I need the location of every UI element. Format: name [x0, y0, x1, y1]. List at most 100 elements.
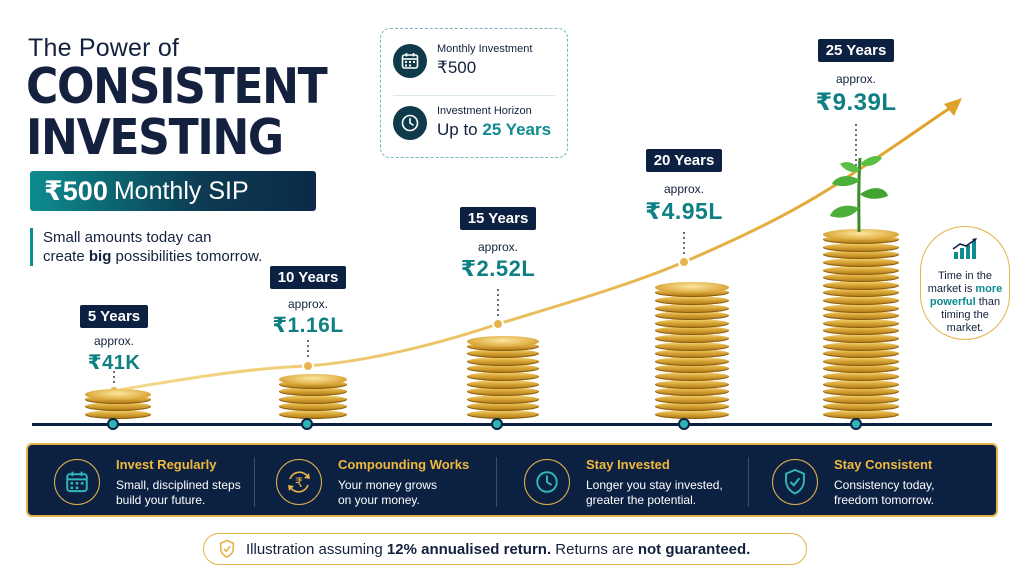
milestone-years: 10 Years [269, 266, 347, 289]
sip-amount: ₹500 [44, 175, 108, 206]
feature-compounding-works: ₹ Compounding Works Your money grows on y… [276, 445, 469, 519]
coin-top [655, 282, 729, 294]
coin [655, 394, 729, 404]
milestone-10-years: 10 Years approx. ₹1.16L [253, 266, 363, 338]
coin [655, 371, 729, 381]
coin [823, 250, 899, 260]
growth-chart-icon [952, 238, 977, 259]
coin [655, 295, 729, 305]
milestone-approx: approx. [663, 182, 705, 196]
coin [823, 265, 899, 275]
coin [279, 394, 347, 404]
coin [823, 341, 899, 351]
feature-divider [254, 457, 255, 507]
feature-description: Longer you stay invested, greater the pot… [586, 477, 723, 507]
coin-stack [467, 332, 539, 420]
coin [655, 409, 729, 419]
plant-sprout-icon [830, 156, 888, 232]
baseline [32, 423, 992, 426]
feature-stay-invested: Stay Invested Longer you stay invested, g… [524, 445, 723, 519]
coin [655, 318, 729, 328]
coin [823, 288, 899, 298]
coin [655, 341, 729, 351]
time-in-market-quote: Time in the market is more powerful than… [920, 226, 1010, 340]
coin [823, 349, 899, 359]
clock-icon [524, 459, 570, 505]
coin-top [85, 388, 151, 400]
sip-label: Monthly SIP [113, 176, 249, 205]
title-line-2: INVESTING [26, 109, 284, 166]
title-intro: The Power of [28, 34, 180, 62]
coin [655, 303, 729, 313]
coin [823, 364, 899, 374]
milestone-value: ₹2.52L [460, 256, 536, 281]
coin [823, 311, 899, 321]
coin [655, 387, 729, 397]
coin [655, 326, 729, 336]
coin [823, 402, 899, 412]
feature-divider [496, 457, 497, 507]
sip-banner: ₹500 Monthly SIP [30, 171, 316, 211]
milestone-approx: approx. [835, 72, 877, 86]
milestone-value: ₹9.39L [815, 89, 897, 116]
feature-stay-consistent: Stay Consistent Consistency today, freedo… [772, 445, 935, 519]
coin [467, 379, 539, 389]
coin [655, 311, 729, 321]
rupee-cycle-icon: ₹ [276, 459, 322, 505]
title-line-1: CONSISTENT [26, 58, 328, 115]
investment-horizon-row: Investment Horizon Up to 25 Years [393, 105, 551, 140]
disclaimer-bar: Illustration assuming 12% annualised ret… [203, 533, 807, 565]
coin [467, 364, 539, 374]
coin [279, 410, 347, 419]
feature-divider [748, 457, 749, 507]
milestone-years: 5 Years [79, 305, 149, 328]
coin [467, 394, 539, 404]
milestone-15-years: 15 Years approx. ₹2.52L [443, 207, 553, 282]
feature-description: Your money grows on your money. [338, 477, 437, 507]
monthly-investment-row: Monthly Investment ₹500 [393, 43, 532, 78]
coin [823, 379, 899, 389]
tagline-line-1: Small amounts today can [43, 229, 212, 246]
monthly-investment-label: Monthly Investment [437, 43, 533, 55]
milestone-25-years: 25 Years approx. ₹9.39L [796, 39, 916, 117]
coin-stack [85, 385, 151, 420]
tagline-line-2: create big possibilities tomorrow. [43, 248, 263, 265]
coin-top [279, 373, 347, 385]
feature-title: Compounding Works [338, 456, 470, 472]
coin [823, 242, 899, 252]
coin [467, 349, 539, 359]
calendar-icon [393, 43, 427, 78]
coin [85, 409, 151, 419]
timeline-dot [107, 418, 119, 430]
feature-invest-regularly: Invest Regularly Small, disciplined step… [54, 445, 241, 519]
coin [467, 410, 539, 419]
coin [823, 394, 899, 404]
shield-check-icon [218, 539, 236, 559]
milestone-approx: approx. [287, 297, 329, 311]
coin [823, 387, 899, 397]
coin [823, 333, 899, 343]
shield-check-icon [772, 459, 818, 505]
feature-description: Small, disciplined steps build your futur… [116, 477, 241, 507]
coin [655, 364, 729, 374]
feature-description: Consistency today, freedom tomorrow. [834, 477, 935, 507]
coin [823, 326, 899, 336]
coin-stack [823, 226, 899, 420]
timeline-dot [491, 418, 503, 430]
milestone-years: 15 Years [459, 207, 537, 230]
timeline-dot [678, 418, 690, 430]
timeline-dot [850, 418, 862, 430]
coin [467, 372, 539, 381]
features-panel: Invest Regularly Small, disciplined step… [26, 443, 998, 517]
coin [823, 303, 899, 313]
timeline-dot [301, 418, 313, 430]
coin [823, 273, 899, 283]
investment-horizon-label: Investment Horizon [437, 105, 532, 117]
coin [823, 356, 899, 366]
coin-stack [279, 370, 347, 420]
milestone-years: 25 Years [817, 39, 895, 62]
feature-title: Stay Consistent [834, 456, 933, 472]
coin [823, 295, 899, 305]
coin [279, 402, 347, 412]
